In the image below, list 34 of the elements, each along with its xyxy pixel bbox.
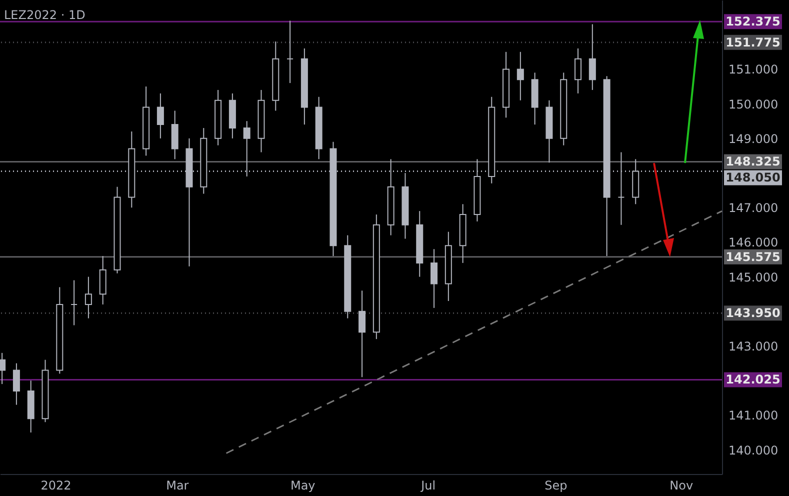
y-tick-label: 146.000	[728, 236, 778, 250]
ref-line-label: 152.375	[726, 14, 780, 29]
candlestick	[574, 48, 582, 94]
y-tick-label: 141.000	[728, 408, 778, 423]
candlestick	[430, 248, 438, 308]
x-tick-label: May	[290, 478, 316, 492]
ref-line-label: 142.025	[726, 372, 780, 387]
ref-line-label: 148.050	[726, 170, 780, 185]
y-tick-label: 147.000	[728, 201, 778, 216]
candlestick	[286, 20, 294, 84]
x-tick-label: Jul	[420, 478, 436, 492]
ref-line-label: 145.575	[726, 250, 780, 264]
y-tick-label: 150.000	[728, 97, 778, 112]
y-tick-label: 143.000	[728, 339, 778, 354]
y-tick-label: 151.000	[728, 62, 778, 77]
candlestick	[12, 362, 20, 406]
y-tick-label: 149.000	[728, 132, 778, 146]
ref-line-label: 148.325	[726, 154, 780, 169]
candlestick	[156, 92, 164, 139]
y-tick-label: 145.000	[728, 270, 778, 284]
ref-line-label: 151.775	[726, 35, 780, 50]
x-tick-label: Nov	[670, 478, 694, 492]
candlestick	[84, 276, 92, 319]
y-tick-label: 140.000	[728, 443, 778, 458]
candlestick	[516, 51, 524, 101]
candlestick	[70, 280, 78, 326]
x-tick-label: 2022	[40, 478, 72, 492]
x-tick-label: Mar	[166, 478, 189, 492]
candlestick	[0, 352, 6, 385]
candlestick	[358, 290, 366, 378]
ref-line-label: 143.950	[726, 306, 780, 320]
candlestick	[588, 24, 596, 90]
text: LEZ2022 · 1D	[4, 8, 86, 22]
x-tick-label: Sep	[544, 478, 568, 492]
